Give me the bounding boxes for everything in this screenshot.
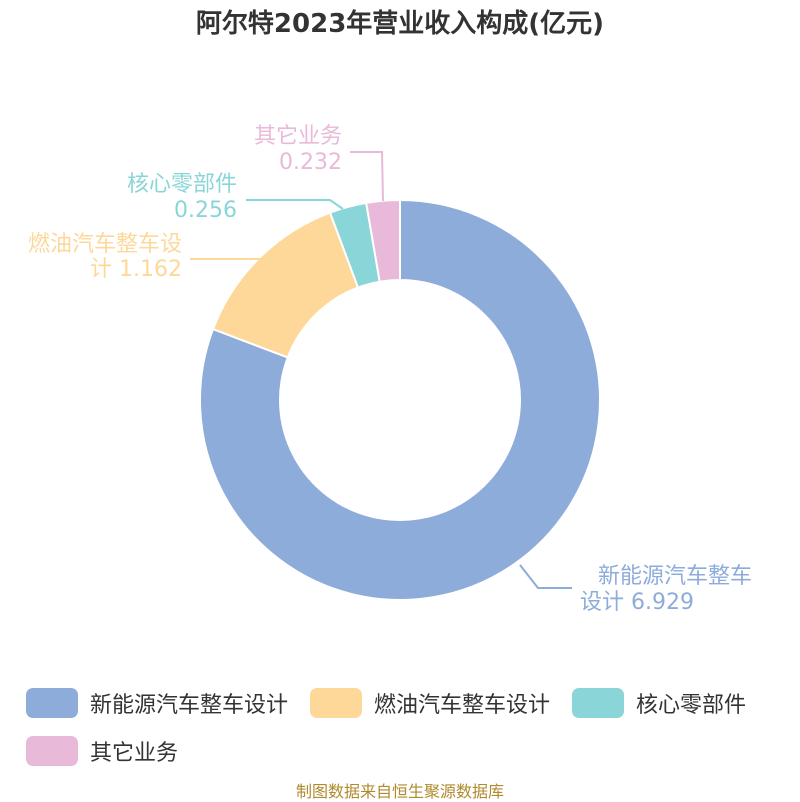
legend-swatch bbox=[26, 688, 78, 718]
slice-data-label: 新能源汽车整车 bbox=[598, 564, 752, 589]
legend-item-new-energy-vehicle-design[interactable]: 新能源汽车整车设计 bbox=[26, 686, 288, 720]
slice-data-label: 核心零部件 bbox=[127, 172, 237, 197]
data-source-note: 制图数据来自恒生聚源数据库 bbox=[295, 782, 504, 801]
slice-fuel-vehicle-design[interactable] bbox=[211, 211, 360, 359]
slice-data-label: 计 1.162 bbox=[90, 257, 182, 282]
legend-label: 新能源汽车整车设计 bbox=[90, 693, 289, 718]
slice-other-business[interactable] bbox=[365, 198, 401, 283]
legend-label: 燃油汽车整车设计 bbox=[374, 693, 551, 718]
legend-swatch bbox=[310, 688, 363, 718]
legend-item-fuel-vehicle-design[interactable]: 燃油汽车整车设计 bbox=[310, 686, 550, 720]
slice-data-label: 其它业务 bbox=[254, 124, 342, 149]
legend-label: 核心零部件 bbox=[636, 693, 747, 718]
legend-label: 其它业务 bbox=[90, 741, 179, 766]
slice-data-label: 0.232 bbox=[279, 150, 342, 175]
legend-item-other-business[interactable]: 其它业务 bbox=[26, 734, 178, 768]
legend-swatch bbox=[26, 736, 78, 766]
legend-swatch bbox=[572, 688, 625, 718]
slice-new-energy-vehicle-design[interactable] bbox=[199, 198, 601, 601]
leader-line bbox=[519, 564, 572, 589]
slice-data-label: 0.256 bbox=[174, 198, 237, 223]
leader-line bbox=[350, 151, 384, 202]
chart-title: 阿尔特2023年营业收入构成(亿元) bbox=[195, 9, 605, 39]
legend-item-core-components[interactable]: 核心零部件 bbox=[572, 686, 746, 720]
slice-data-label: 燃油汽车整车设 bbox=[28, 232, 182, 257]
chart-legend: 新能源汽车整车设计 燃油汽车整车设计 核心零部件 其它业务 bbox=[26, 686, 796, 768]
slice-data-label: 设计 6.929 bbox=[580, 590, 694, 615]
leader-line bbox=[246, 199, 344, 210]
